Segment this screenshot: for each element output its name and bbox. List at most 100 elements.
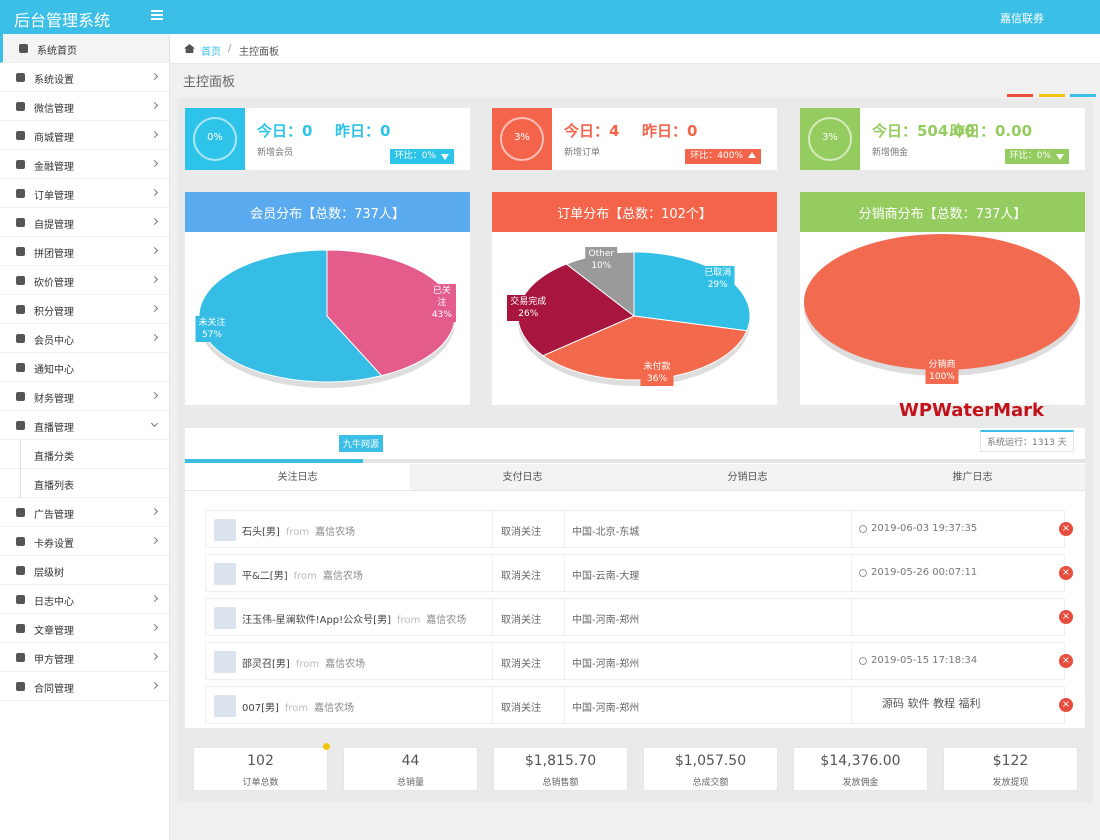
menu-item[interactable]: 直播管理 <box>0 411 169 440</box>
menu-label: 系统首页 <box>37 46 77 57</box>
page-title: 主控面板 <box>183 75 236 90</box>
menu-label: 直播分类 <box>34 452 74 463</box>
total-value: $1,815.70 <box>524 753 597 769</box>
menu-icon <box>16 334 25 343</box>
tab[interactable]: 支付日志 <box>410 464 635 491</box>
caption: 新增佣金 <box>872 148 909 158</box>
from-word: from <box>396 615 421 626</box>
menu-item[interactable]: 文章管理 <box>0 614 169 643</box>
menu-item[interactable]: 会员中心 <box>0 324 169 353</box>
clock-icon <box>859 569 867 577</box>
top-bar: 后台管理系统 嘉信联券 <box>0 0 1100 34</box>
menu-item[interactable]: 甲方管理 <box>0 643 169 672</box>
progress-track <box>185 459 1085 463</box>
dot <box>323 743 330 750</box>
menu-label: 金融管理 <box>34 162 74 173</box>
menu-icon <box>19 44 28 53</box>
menu-label: 直播管理 <box>34 423 74 434</box>
from-word: from <box>295 659 320 670</box>
name-cell: 石头[男] from 嘉信农场 <box>242 523 361 538</box>
submenu-item[interactable]: 直播列表 <box>0 469 169 498</box>
pie-value: 26% <box>518 308 539 319</box>
from-word: from <box>293 571 317 582</box>
menu-item[interactable]: 系统设置 <box>0 63 169 92</box>
delete-button[interactable]: × <box>1059 566 1073 580</box>
user-name[interactable]: 嘉信联券 <box>1000 12 1044 25</box>
menu-item[interactable]: 微信管理 <box>0 92 169 121</box>
menu-item[interactable]: 通知中心 <box>0 353 169 382</box>
tab[interactable]: 关注日志 <box>185 464 410 491</box>
log-row: 汪玉伟-星澜软件!App!公众号[男] from 嘉信农场 取消关注 中国-河南-郑州 <box>205 598 1065 636</box>
breadcrumb: 首页 / 主控面板 <box>170 34 1100 64</box>
pie-category: 已取消 <box>704 268 732 279</box>
total-label: 总销售额 <box>542 778 579 788</box>
menu-item[interactable]: 卡券设置 <box>0 527 169 556</box>
total-value: 102 <box>247 753 274 769</box>
menu-item[interactable]: 商城管理 <box>0 121 169 150</box>
menu-item[interactable]: 订单管理 <box>0 179 169 208</box>
pie-slice <box>804 234 1080 370</box>
tab-label: 推广日志 <box>952 472 993 483</box>
total-label: 总成交额 <box>692 778 729 788</box>
from-word: from <box>285 527 310 538</box>
menu-label: 微信管理 <box>34 104 74 115</box>
menu-icon <box>16 305 25 314</box>
menu-item[interactable]: 积分管理 <box>0 295 169 324</box>
menu-label: 日志中心 <box>34 597 74 608</box>
menu-icon <box>16 624 25 633</box>
pie-category: 交易完成 <box>510 296 547 307</box>
breadcrumb-current: 主控面板 <box>239 47 279 58</box>
total-card: 102 订单总数 <box>193 747 328 791</box>
pie <box>198 249 456 388</box>
menu-item[interactable]: 系统首页 <box>0 34 169 63</box>
menu-item[interactable]: 财务管理 <box>0 382 169 411</box>
pie-label: 交易完成 26% <box>507 294 550 321</box>
overlay-text: 源码 软件 教程 福利 <box>882 697 981 710</box>
menu-item[interactable]: 砍价管理 <box>0 266 169 295</box>
total-label: 总销量 <box>396 778 424 788</box>
pie-category: 已关注 <box>432 285 451 308</box>
avatar <box>214 695 236 717</box>
menu-item[interactable]: 自提管理 <box>0 208 169 237</box>
delete-button[interactable]: × <box>1059 522 1073 536</box>
action: 取消关注 <box>501 659 541 670</box>
avatar <box>214 563 236 585</box>
chart-card: 会员分布【总数：737人】 已关注 43% 未关注 57% <box>185 192 470 405</box>
trend-arrow <box>1056 154 1064 160</box>
menu-item[interactable]: 拼团管理 <box>0 237 169 266</box>
action: 取消关注 <box>501 703 541 714</box>
source: 嘉信农场 <box>426 615 467 626</box>
tab[interactable]: 分销日志 <box>635 464 860 491</box>
menu-item[interactable]: 广告管理 <box>0 498 169 527</box>
pie-value: 36% <box>647 374 668 385</box>
source: 嘉信农场 <box>325 659 366 670</box>
ratio-text: 环比：400% <box>690 151 743 161</box>
menu-icon <box>16 595 25 604</box>
pie-value: 43% <box>431 309 452 320</box>
menu-icon <box>16 189 25 198</box>
menu-label: 通知中心 <box>34 365 74 376</box>
ratio-text: 环比：0% <box>1009 151 1051 161</box>
source: 嘉信农场 <box>322 571 363 582</box>
watermark: WPWaterMark <box>899 400 1045 421</box>
submenu-item[interactable]: 直播分类 <box>0 440 169 469</box>
delete-button[interactable]: × <box>1059 610 1073 624</box>
menu-icon <box>16 508 25 517</box>
ring <box>808 117 852 161</box>
pie-label: 分销商 100% <box>925 358 959 385</box>
delete-button[interactable]: × <box>1059 654 1073 668</box>
avatar <box>214 519 236 541</box>
menu-icon <box>16 421 25 430</box>
menu-toggle[interactable] <box>151 10 163 20</box>
menu-item[interactable]: 日志中心 <box>0 585 169 614</box>
breadcrumb-link[interactable]: 首页 <box>201 47 221 58</box>
menu-item[interactable]: 层级树 <box>0 556 169 585</box>
delete-button[interactable]: × <box>1059 698 1073 712</box>
pie-label: 已关注 43% <box>427 283 456 322</box>
tab[interactable]: 推广日志 <box>860 464 1085 491</box>
menu-item[interactable]: 合同管理 <box>0 672 169 701</box>
menu-icon <box>16 682 25 691</box>
menu-item[interactable]: 金融管理 <box>0 150 169 179</box>
menu-icon <box>16 102 25 111</box>
log-row: 邵灵召[男] from 嘉信农场 取消关注 中国-河南-郑州 2019-05-15 17:… <box>205 642 1065 680</box>
